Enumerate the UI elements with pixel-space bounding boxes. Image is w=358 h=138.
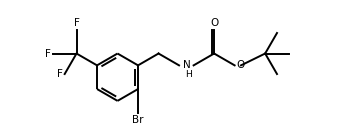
Text: F: F bbox=[57, 69, 63, 79]
Text: H: H bbox=[185, 70, 192, 79]
Text: Br: Br bbox=[132, 116, 144, 125]
Text: N: N bbox=[183, 60, 190, 70]
Text: O: O bbox=[236, 60, 245, 70]
Text: F: F bbox=[45, 49, 51, 59]
Text: O: O bbox=[210, 18, 218, 28]
Text: F: F bbox=[74, 18, 79, 28]
